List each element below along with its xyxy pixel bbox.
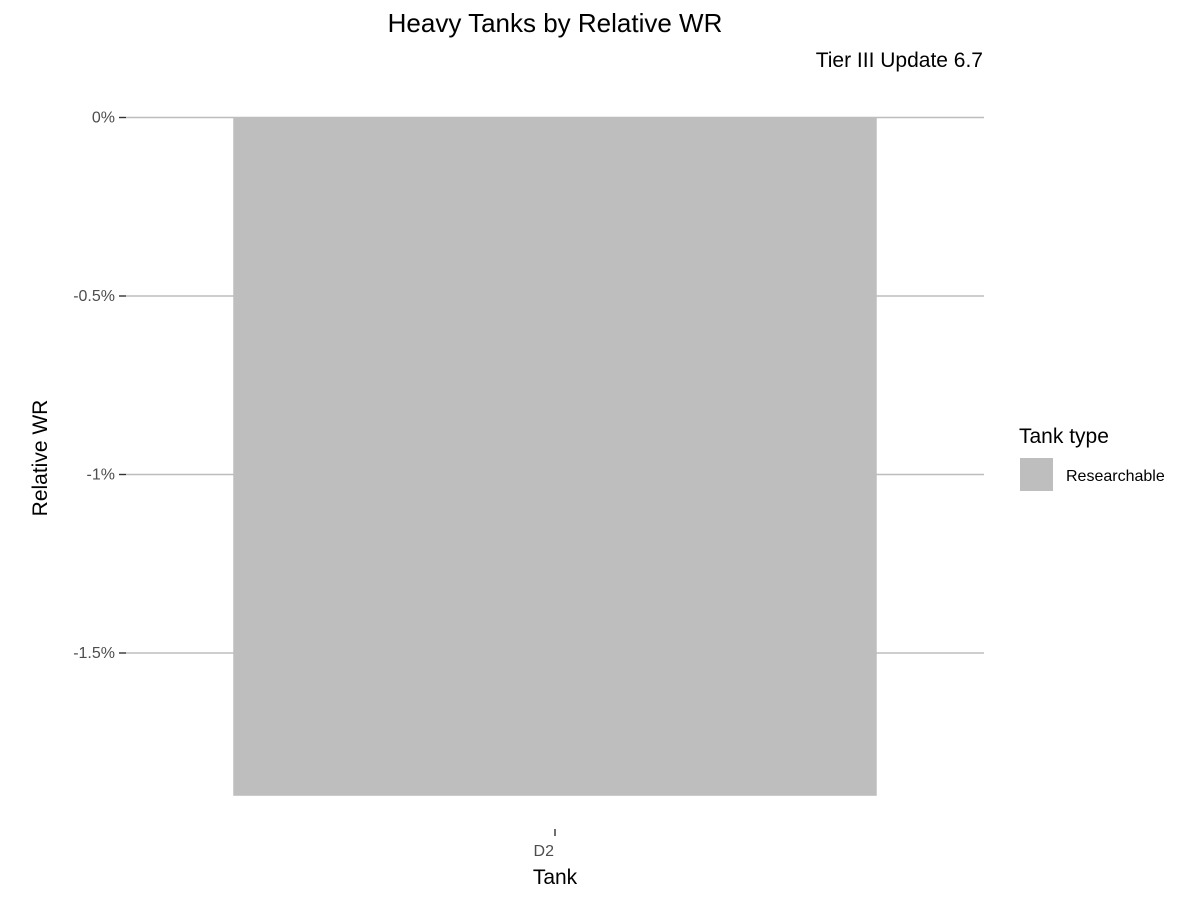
legend: Tank type Researchable (1019, 425, 1165, 491)
bar-d2 (233, 117, 877, 796)
chart-title: Heavy Tanks by Relative WR (388, 8, 723, 38)
x-axis: D2 (534, 829, 556, 860)
chart-subtitle: Tier III Update 6.7 (816, 49, 983, 72)
y-axis-title: Relative WR (29, 400, 52, 517)
y-axis: 0% -0.5% -1% -1.5% (73, 110, 126, 662)
y-tick-label: -0.5% (73, 288, 115, 305)
x-tick-label: D2 (534, 843, 555, 860)
legend-entries: Researchable (1020, 458, 1165, 491)
legend-key (1020, 458, 1053, 491)
x-axis-title: Tank (533, 866, 578, 889)
bars (233, 117, 877, 796)
y-tick-label: -1% (87, 467, 115, 484)
legend-title: Tank type (1019, 425, 1109, 448)
y-tick-label: -1.5% (73, 645, 115, 662)
legend-label: Researchable (1066, 468, 1165, 485)
y-tick-label: 0% (92, 110, 115, 127)
